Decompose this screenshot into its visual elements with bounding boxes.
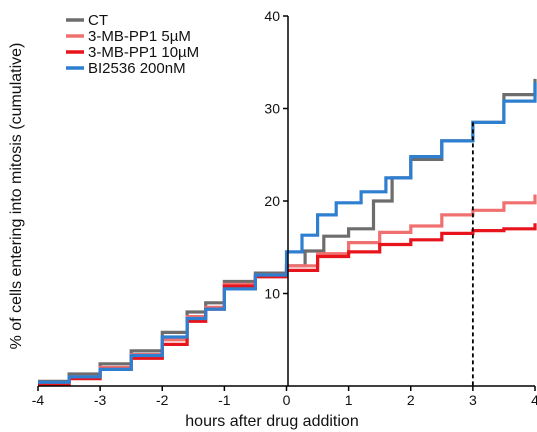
x-tick-label: 1 xyxy=(345,392,353,408)
series-line-2 xyxy=(38,194,537,385)
x-tick-label: 4 xyxy=(531,392,537,408)
x-tick-label: -4 xyxy=(32,392,45,408)
x-tick-label: -2 xyxy=(156,392,169,408)
y-tick-label: 10 xyxy=(264,286,280,302)
y-tick-label: 30 xyxy=(264,101,280,117)
axes: -4 -3 -2 -1 0 1 2 3 4 10 20 30 40 xyxy=(32,8,537,408)
series-lines xyxy=(38,78,537,386)
legend-label: CT xyxy=(88,12,108,29)
legend-label: 3-MB-PP1 5µM xyxy=(88,28,191,45)
y-tick-label: 40 xyxy=(264,8,280,24)
x-tick-label: -3 xyxy=(94,392,107,408)
legend-label: BI2536 200nM xyxy=(88,60,186,77)
legend-label: 3-MB-PP1 10µM xyxy=(88,44,199,61)
x-axis-title: hours after drug addition xyxy=(185,413,358,430)
x-tick-label: -1 xyxy=(218,392,231,408)
series-line-4 xyxy=(38,82,537,384)
y-axis-title: % of cells entering into mitosis (cumula… xyxy=(8,43,25,350)
x-tick-label: 0 xyxy=(283,392,291,408)
series-line-3 xyxy=(38,223,537,386)
x-tick-label: 3 xyxy=(469,392,477,408)
series-line-1 xyxy=(38,78,537,383)
y-tick-label: 20 xyxy=(264,193,280,209)
axis-labels: hours after drug addition % of cells ent… xyxy=(8,43,359,430)
x-tick-label: 2 xyxy=(407,392,415,408)
